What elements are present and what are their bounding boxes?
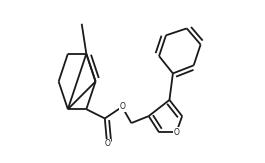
Text: O: O (104, 139, 110, 148)
Text: O: O (173, 128, 179, 137)
Text: O: O (119, 102, 125, 111)
